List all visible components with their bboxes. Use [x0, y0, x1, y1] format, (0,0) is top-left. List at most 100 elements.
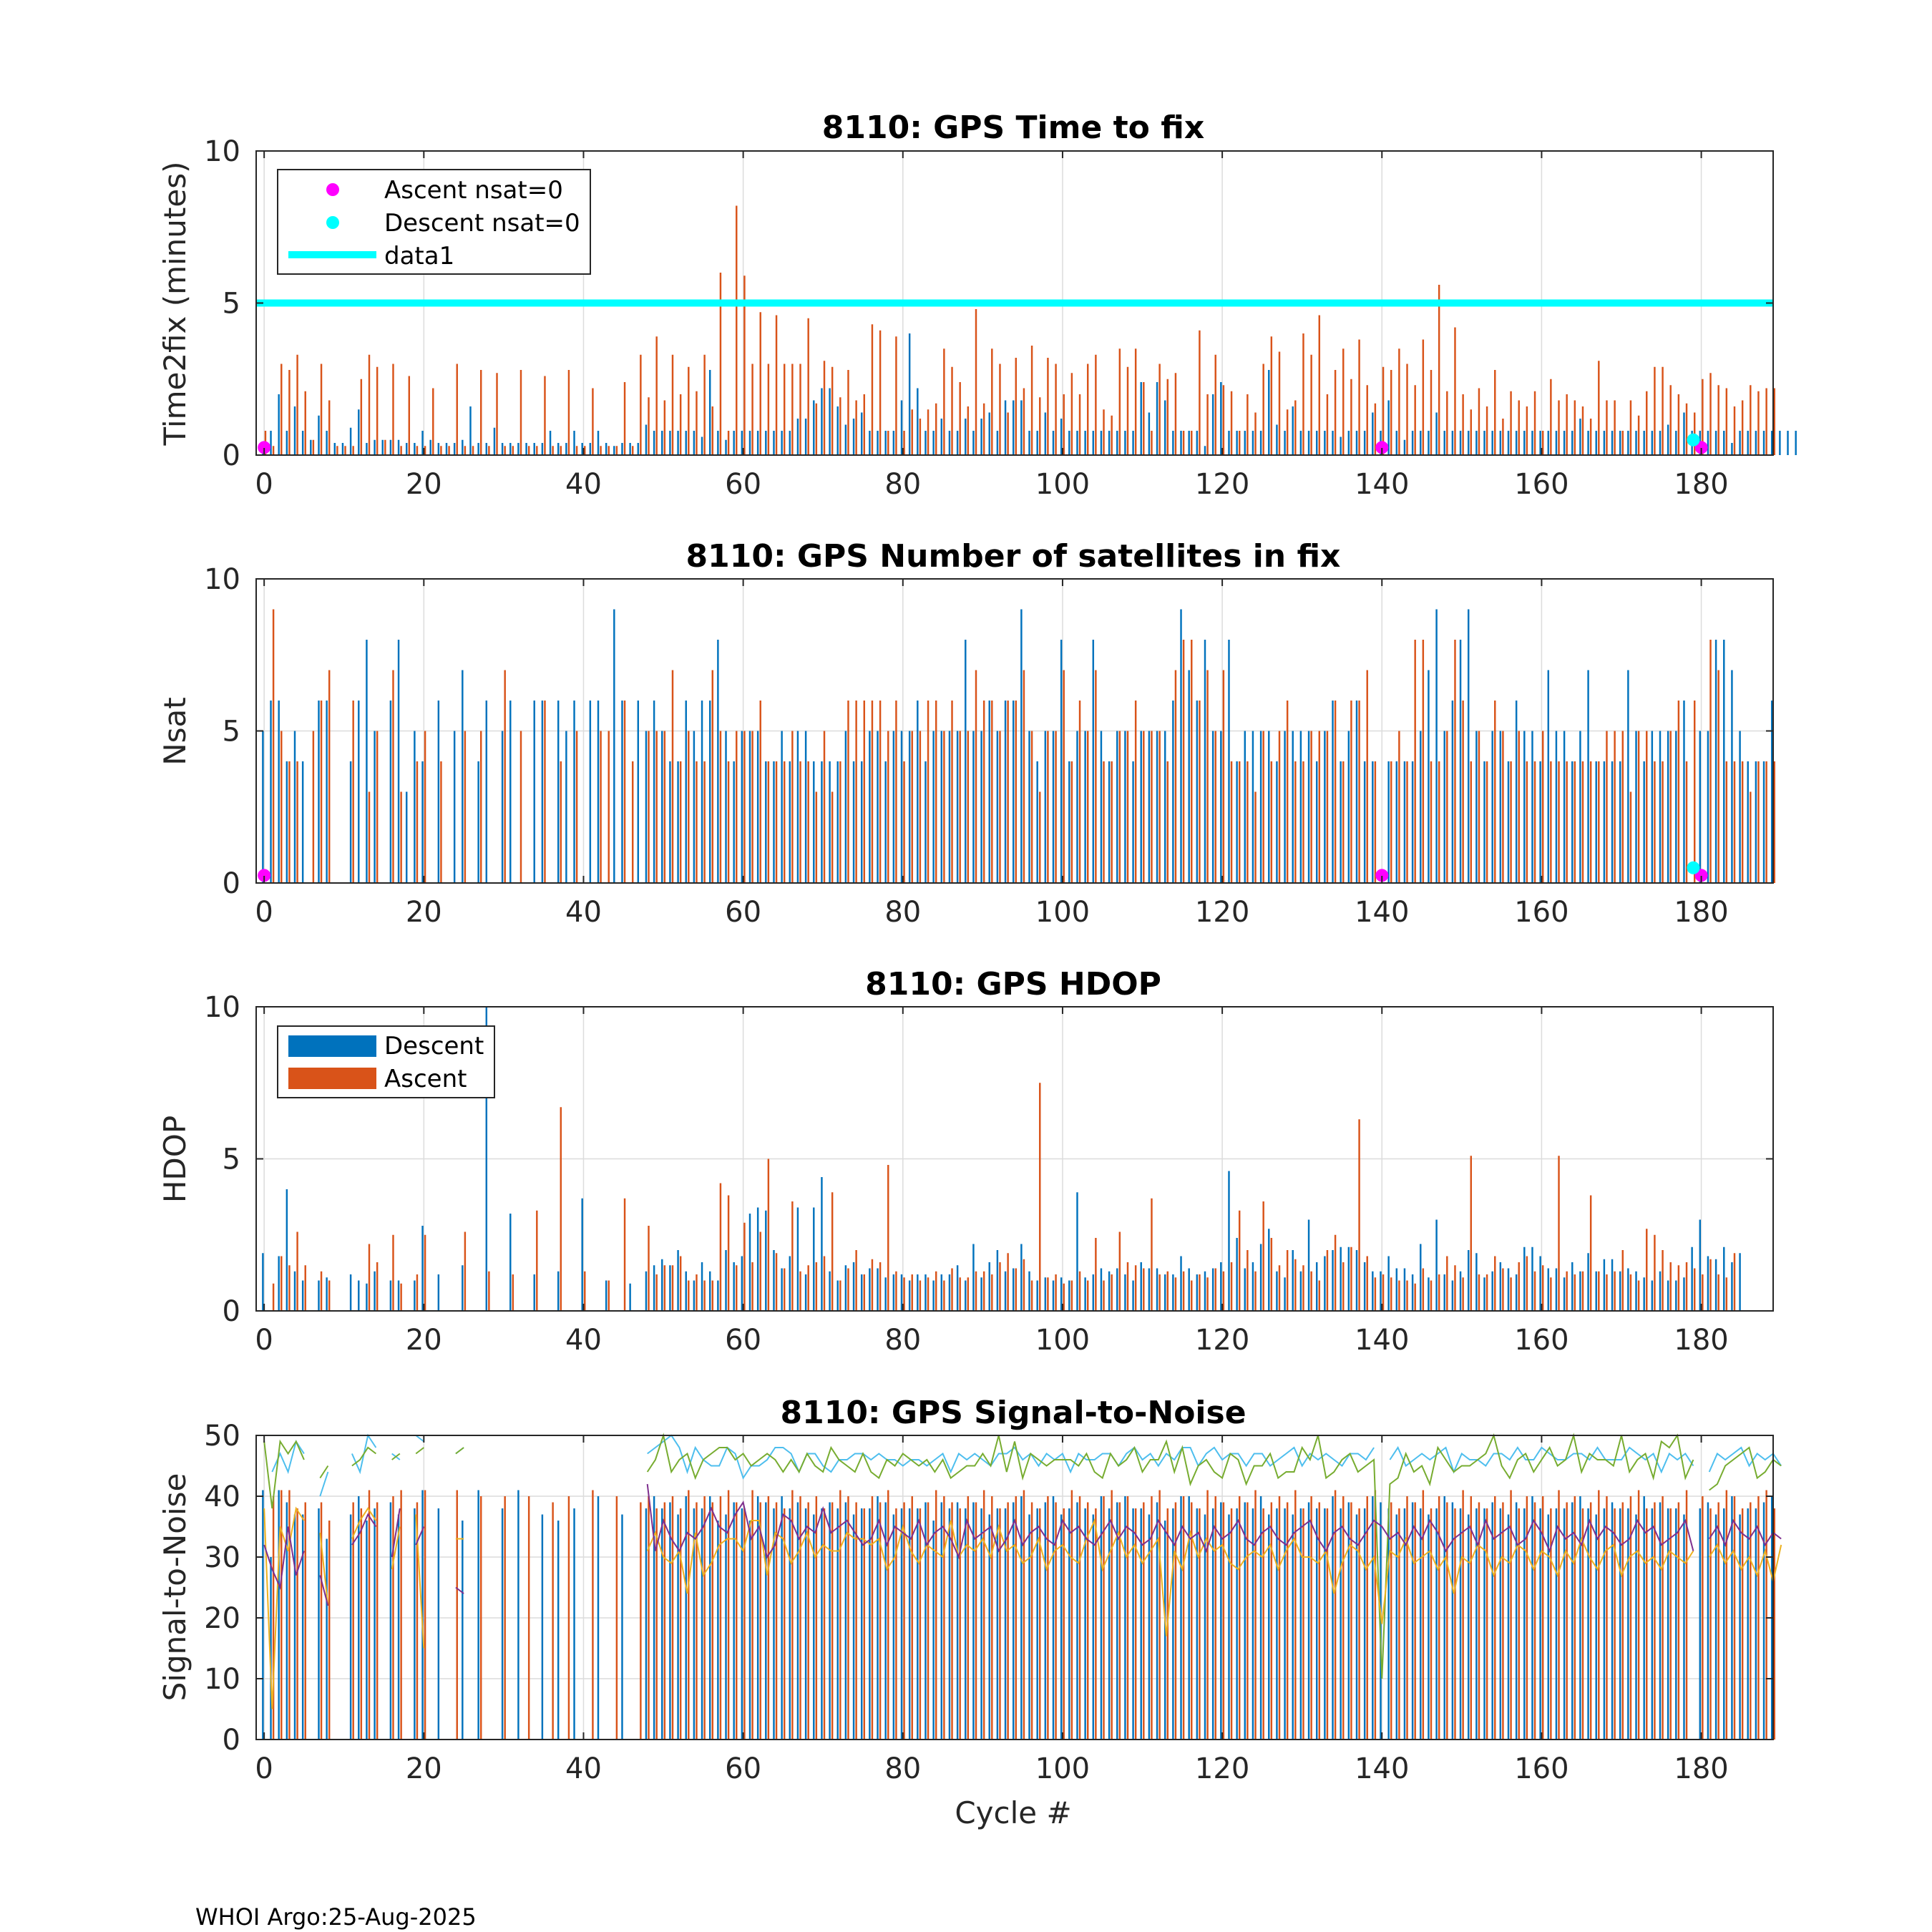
hdop-bar-descent [1148, 1268, 1151, 1311]
hdop-bar-descent [789, 1256, 791, 1311]
time2fix-bar-ascent [679, 394, 682, 455]
time2fix-bar-descent [333, 443, 336, 455]
snr-bar-descent [932, 1521, 935, 1740]
nsat-bar-ascent [688, 731, 690, 883]
hdop-bar-ascent [895, 1271, 897, 1311]
time2fix-bar-ascent [336, 446, 338, 455]
snr-bar-ascent [1502, 1502, 1504, 1740]
nsat-bar-ascent [1374, 761, 1377, 883]
hdop-bar-ascent [887, 1165, 889, 1311]
snr-bar-descent [286, 1502, 288, 1740]
snr-bar-ascent [1342, 1496, 1345, 1740]
time2fix-bar-descent [884, 431, 887, 455]
snr-xtick-label: 140 [1355, 1752, 1409, 1785]
time2fix-bar-ascent [479, 370, 482, 455]
time2fix-bar-ascent [1621, 431, 1624, 455]
snr-bar-ascent [1765, 1490, 1767, 1740]
nsat-bar-descent [589, 701, 592, 883]
time2fix-bar-descent [765, 431, 767, 455]
time2fix-bar-ascent [560, 446, 562, 455]
snr-bar-ascent [1566, 1502, 1568, 1740]
snr-bar-descent [1211, 1508, 1214, 1740]
time2fix-bar-descent [517, 443, 519, 455]
hdop-bar-ascent [679, 1256, 682, 1311]
time2fix-bar-ascent [1366, 385, 1368, 455]
hdop-bar-ascent [272, 1283, 275, 1311]
hdop-bar-ascent [1206, 1277, 1209, 1311]
hdop-bar-descent [1204, 1271, 1206, 1311]
snr-bar-ascent [1318, 1502, 1321, 1740]
time2fix-bar-descent [1108, 431, 1111, 455]
time2fix-bar-descent [1196, 431, 1199, 455]
hdop-bar-descent [397, 1280, 400, 1311]
hdop-bar-descent [318, 1280, 320, 1311]
snr-bar-ascent [280, 1490, 283, 1740]
nsat-bar-descent [1132, 761, 1134, 883]
hdop-bar-descent [286, 1189, 288, 1311]
time2fix-bar-descent [1324, 431, 1326, 455]
snr-bar-descent [669, 1502, 671, 1740]
nsat-xtick-label: 20 [406, 896, 442, 929]
nsat-bar-descent [1292, 731, 1294, 883]
snr-bar-descent [1627, 1508, 1629, 1740]
nsat-bar-ascent [847, 701, 849, 883]
snr-bar-descent [917, 1508, 919, 1740]
time2fix-bar-ascent [328, 400, 331, 455]
nsat-bar-descent [1236, 761, 1238, 883]
time2fix-bar-ascent [1126, 366, 1129, 455]
hdop-bar-ascent [1398, 1280, 1400, 1311]
time2fix-bar-ascent [1254, 412, 1257, 455]
time2fix-bar-descent [358, 409, 360, 455]
time2fix-bar-ascent [1214, 354, 1216, 455]
nsat-bar-descent [917, 701, 919, 883]
nsat-bar-ascent [807, 761, 809, 883]
nsat-bar-ascent [352, 701, 354, 883]
hdop-bar-ascent [1294, 1259, 1297, 1311]
hdop-bar-descent [884, 1277, 887, 1311]
nsat-bar-ascent [1318, 731, 1321, 883]
snr-ytick-label: 10 [204, 1663, 240, 1696]
snr-bar-ascent [272, 1496, 275, 1740]
nsat-bar-descent [965, 640, 967, 883]
time2fix-xtick-label: 40 [565, 468, 602, 501]
nsat-bar-ascent [320, 701, 323, 883]
hdop-bar-ascent [1246, 1250, 1249, 1311]
hdop-bar-ascent [783, 1268, 786, 1311]
time2fix-bar-ascent [304, 391, 306, 455]
snr-bar-descent [462, 1521, 464, 1740]
time2fix-bar-descent [1731, 443, 1733, 455]
snr-bar-ascent [799, 1496, 801, 1740]
time2fix-bar-descent [1475, 431, 1478, 455]
snr-bar-descent [956, 1502, 959, 1740]
hdop-bar-descent [1667, 1280, 1669, 1311]
nsat-bar-ascent [1550, 761, 1552, 883]
snr-bar-descent [1092, 1514, 1095, 1740]
time2fix-bar-descent [1683, 412, 1685, 455]
nsat-bar-ascent [1238, 761, 1241, 883]
hdop-bar-ascent [1366, 1256, 1368, 1311]
nsat-xtick-label: 140 [1355, 896, 1409, 929]
time2fix-bar-ascent [1685, 403, 1688, 455]
time2fix-bar-ascent [1023, 388, 1025, 455]
hdop-bar-descent [1084, 1277, 1086, 1311]
hdop-ylabel: HDOP [157, 1116, 192, 1203]
snr-bar-ascent [1589, 1502, 1592, 1740]
snr-bar-descent [765, 1502, 767, 1740]
snr-bar-descent [1172, 1508, 1174, 1740]
hdop-bar-descent [1355, 1250, 1358, 1311]
nsat-bar-descent [637, 701, 640, 883]
snr-bar-descent [677, 1514, 679, 1740]
nsat-bar-descent [358, 701, 360, 883]
nsat-bar-descent [1284, 731, 1286, 883]
snr-bar-descent [621, 1514, 623, 1740]
hdop-bar-ascent [1598, 1271, 1600, 1311]
hdop-legend: Descent Ascent [277, 1025, 495, 1098]
time2fix-bar-ascent [982, 403, 985, 455]
time2fix-bar-ascent [1182, 431, 1185, 455]
time2fix-descent-nsat0-marker [1687, 433, 1700, 447]
time2fix-bar-ascent [1598, 361, 1600, 455]
nsat-bar-ascent [959, 731, 961, 883]
time2fix-bar-ascent [1095, 354, 1097, 455]
snr-bar-ascent [1070, 1490, 1073, 1740]
snr-bar-descent [1355, 1514, 1358, 1740]
